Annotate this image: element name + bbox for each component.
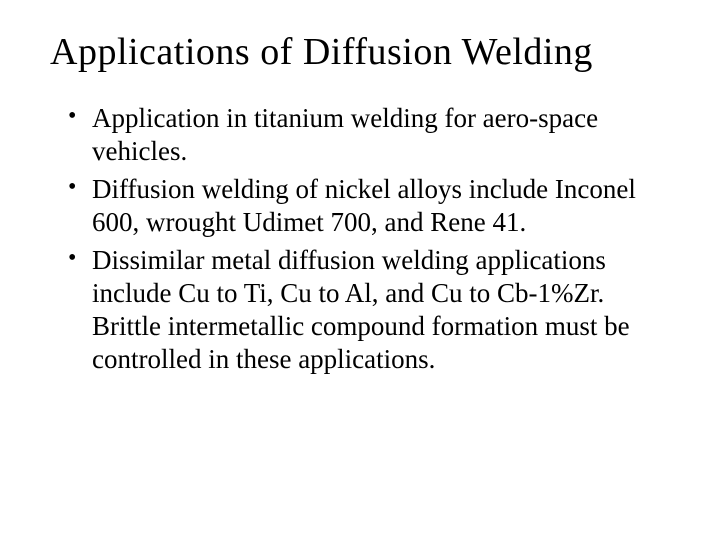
bullet-list: Application in titanium welding for aero…	[50, 102, 670, 376]
bullet-item: Dissimilar metal diffusion welding appli…	[68, 244, 670, 376]
bullet-item: Application in titanium welding for aero…	[68, 102, 670, 168]
bullet-item: Diffusion welding of nickel alloys inclu…	[68, 173, 670, 239]
slide-title: Applications of Diffusion Welding	[50, 30, 670, 74]
